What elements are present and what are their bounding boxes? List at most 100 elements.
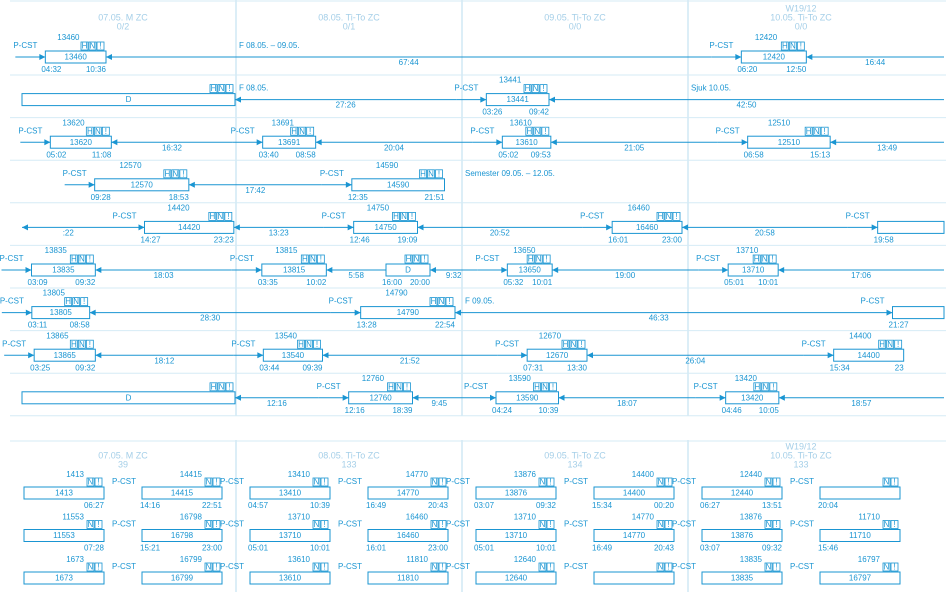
badge-box xyxy=(312,477,321,487)
badge-box xyxy=(224,211,233,221)
duty-id: 12640 xyxy=(514,555,537,564)
badge-box xyxy=(772,562,781,572)
duty-tag: P-CST xyxy=(231,126,255,135)
badge: ! xyxy=(406,382,408,391)
badge-box xyxy=(561,339,570,349)
end-time: 00:20 xyxy=(654,501,675,510)
badge: N xyxy=(432,563,438,572)
duty-box xyxy=(367,529,449,542)
start-time: 04:57 xyxy=(248,501,269,510)
badge: N xyxy=(658,563,664,572)
badge-box xyxy=(94,562,103,572)
badge-box xyxy=(306,126,315,136)
badge-box xyxy=(217,382,226,392)
badge: H xyxy=(534,382,540,391)
day-label: 07.05. M ZC xyxy=(98,12,148,22)
duty-tag: P-CST xyxy=(317,382,341,391)
duty-id: 14420 xyxy=(167,204,190,213)
badge-box xyxy=(312,562,321,572)
badge: N xyxy=(534,127,540,136)
badge: ! xyxy=(893,520,895,529)
badge: ! xyxy=(320,255,322,264)
arrowhead xyxy=(89,309,96,316)
badge-box xyxy=(94,477,103,487)
badge-box xyxy=(890,477,899,487)
badge: ! xyxy=(441,520,443,529)
duty-id: 13815 xyxy=(275,246,298,255)
badge-box xyxy=(419,169,427,179)
badge-box xyxy=(69,339,78,349)
badge: ! xyxy=(215,478,217,487)
arrowhead xyxy=(345,181,352,188)
rest-duration: 13:23 xyxy=(269,229,290,238)
badge-box xyxy=(753,382,762,392)
arrowhead xyxy=(95,267,102,273)
badge: ! xyxy=(97,478,99,487)
badge-box xyxy=(882,562,891,572)
badge-box xyxy=(533,126,542,136)
duty-box xyxy=(475,571,557,585)
duty-tag: P-CST xyxy=(861,297,885,306)
duty-id: 13540 xyxy=(275,331,298,340)
end-time: 10:02 xyxy=(306,278,327,287)
start-time: 07:31 xyxy=(523,363,544,372)
badge-box xyxy=(752,254,761,264)
badge: ! xyxy=(227,212,229,221)
badge-box xyxy=(890,562,899,572)
rest-duration: 12:16 xyxy=(267,399,288,408)
duty-tag: P-CST xyxy=(454,84,478,93)
badge-box xyxy=(395,382,403,392)
badge-box xyxy=(64,297,73,307)
duty-tag: P-CST xyxy=(790,520,814,529)
box-label: 14415 xyxy=(171,489,194,498)
arrowhead xyxy=(480,96,487,103)
badge-box xyxy=(163,169,172,179)
rest-duration: 18:12 xyxy=(154,356,175,365)
arrowhead xyxy=(347,224,354,231)
badge: H xyxy=(879,340,885,349)
box-label: 14770 xyxy=(623,531,646,540)
start-time: 05:02 xyxy=(46,150,67,159)
duty-tag: P-CST xyxy=(338,562,362,571)
badge-box xyxy=(878,339,887,349)
duty-box xyxy=(701,529,783,542)
duty-box xyxy=(367,486,449,500)
duty-id: 12760 xyxy=(362,374,385,383)
badge: H xyxy=(211,382,217,391)
badge-box xyxy=(387,382,395,392)
badge-box xyxy=(320,477,329,487)
start-time: 03:07 xyxy=(700,544,721,553)
duty-id: 13865 xyxy=(46,331,69,340)
badge: ! xyxy=(441,478,443,487)
badge: N xyxy=(884,478,890,487)
start-time: 04:24 xyxy=(492,406,513,415)
badge-box xyxy=(533,382,541,392)
duty-box xyxy=(23,571,105,585)
duty-id: 16797 xyxy=(858,555,881,564)
rest-duration: 5:58 xyxy=(348,271,364,280)
end-time: 22:51 xyxy=(202,501,223,510)
box-label: D xyxy=(405,266,411,275)
duty-tag: P-CST xyxy=(446,477,470,486)
duty-id: 14400 xyxy=(632,470,655,479)
duty-id: 14400 xyxy=(849,331,872,340)
badge-box xyxy=(412,254,421,264)
note: F 08.05. – 09.05. xyxy=(239,41,300,50)
duty-tag: P-CST xyxy=(338,477,362,486)
badge: H xyxy=(431,297,437,306)
end-time: 12:50 xyxy=(786,65,807,74)
badge-box xyxy=(225,382,234,392)
duty-id: 13710 xyxy=(514,513,537,522)
badge: N xyxy=(299,127,305,136)
badge: N xyxy=(90,42,96,51)
badge: N xyxy=(887,340,893,349)
start-time: 16:49 xyxy=(592,544,613,553)
box-label: 12670 xyxy=(546,351,569,360)
badge-box xyxy=(85,254,94,264)
badge: H xyxy=(393,212,399,221)
badge-box xyxy=(531,84,540,93)
badge: H xyxy=(526,127,532,136)
duty-box xyxy=(877,220,945,234)
badge: ! xyxy=(667,520,669,529)
badge: ! xyxy=(215,563,217,572)
